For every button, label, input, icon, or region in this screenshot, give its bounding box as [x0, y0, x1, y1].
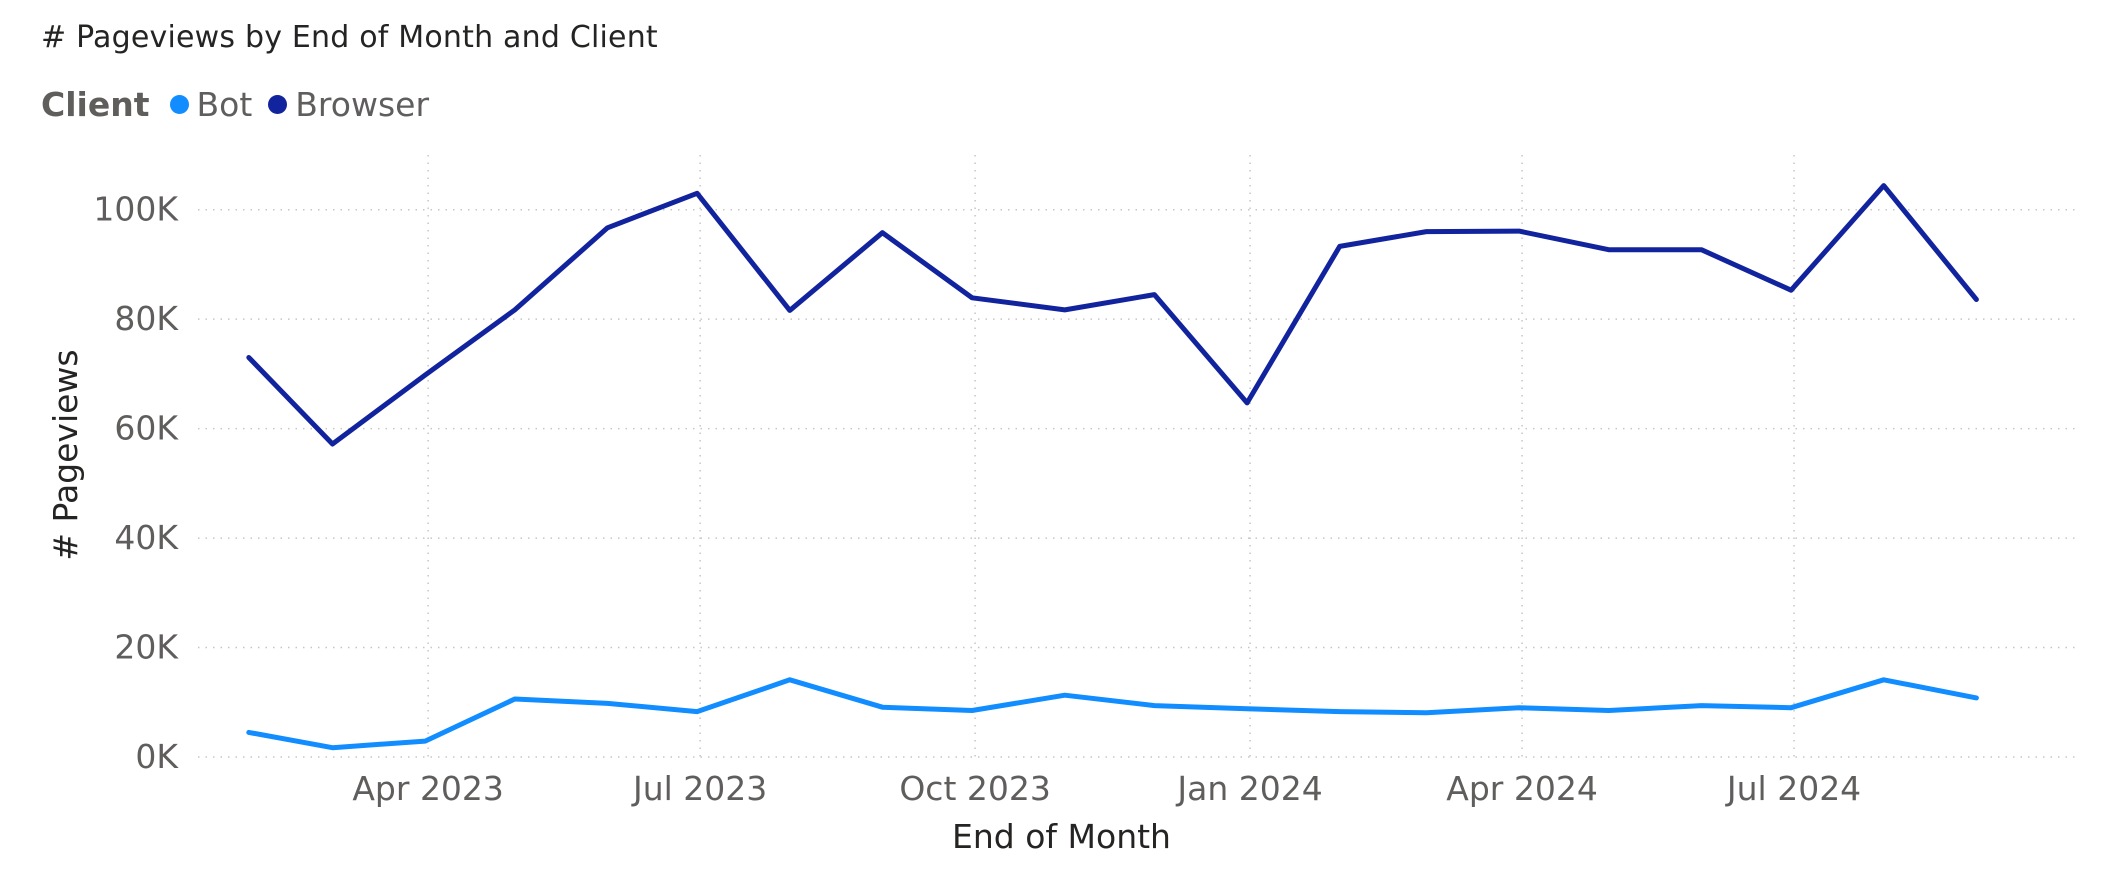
legend-marker-browser	[268, 94, 288, 114]
x-tick-label: Jan 2024	[1175, 769, 1322, 808]
series-line-bot	[246, 677, 1979, 751]
legend: Client Bot Browser	[41, 82, 445, 126]
legend-label-browser: Browser	[295, 84, 430, 124]
y-tick-label: 40K	[114, 518, 179, 557]
y-tick-label: 80K	[114, 299, 179, 338]
legend-title: Client	[41, 84, 150, 124]
series-line-browser	[246, 183, 1979, 447]
legend-marker-bot	[169, 94, 189, 114]
legend-label-bot: Bot	[196, 84, 253, 124]
y-axis-title: # Pageviews	[46, 349, 85, 560]
x-axis-title: End of Month	[952, 817, 1171, 856]
y-tick-label: 60K	[114, 409, 179, 448]
legend-item-bot[interactable]: Bot	[169, 84, 253, 124]
x-tick-label: Apr 2024	[1446, 769, 1598, 808]
gridlines	[198, 155, 2075, 758]
x-tick-label: Jul 2023	[631, 769, 767, 808]
chart-title: # Pageviews by End of Month and Client	[41, 20, 658, 55]
y-tick-label: 20K	[114, 628, 179, 667]
y-tick-label: 100K	[93, 190, 179, 229]
x-tick-label: Oct 2023	[899, 769, 1051, 808]
legend-item-browser[interactable]: Browser	[268, 85, 429, 124]
x-tick-label: Jul 2024	[1725, 769, 1861, 808]
y-tick-label: 0K	[135, 737, 179, 776]
x-tick-label: Apr 2023	[352, 769, 504, 808]
